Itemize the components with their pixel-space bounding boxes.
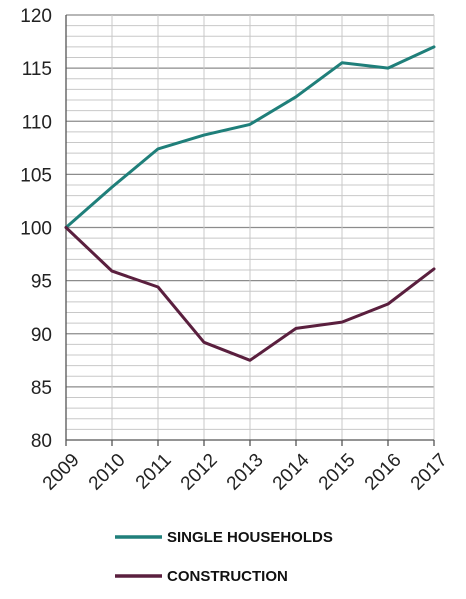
y-tick-label: 90: [31, 325, 52, 346]
x-tick-label: 2013: [223, 450, 268, 495]
x-tick-label: 2014: [269, 449, 314, 494]
y-tick-label: 105: [20, 165, 52, 186]
legend-label-0: SINGLE HOUSEHOLDS: [167, 529, 333, 546]
x-tick-label: 2017: [407, 450, 452, 495]
y-tick-label: 95: [31, 272, 52, 293]
legend: SINGLE HOUSEHOLDS CONSTRUCTION: [115, 529, 333, 585]
y-tick-label: 120: [20, 6, 52, 27]
x-tick-label: 2011: [132, 450, 176, 494]
y-tick-label: 85: [31, 378, 52, 399]
series-line-1: [64, 226, 436, 362]
legend-label-1: CONSTRUCTION: [167, 568, 288, 585]
x-tick-labels: 2009 2010 2011 2012 2013 2014 2015 2016 2017: [39, 449, 452, 494]
y-tick-labels: 80 85 90 95 100 105 110 115 120: [20, 6, 52, 452]
x-tick-label: 2015: [315, 450, 360, 495]
x-tick-label: 2016: [361, 450, 406, 495]
y-tick-label: 110: [22, 112, 52, 133]
x-tick-label: 2010: [85, 450, 130, 495]
x-tick-label: 2009: [39, 450, 84, 495]
y-tick-label: 80: [31, 431, 52, 452]
series-lines: [64, 45, 436, 362]
y-tick-label: 100: [20, 219, 52, 240]
series-line-0: [64, 45, 436, 229]
y-tick-label: 115: [22, 59, 52, 80]
gridlines: [66, 14, 435, 440]
x-tick-label: 2012: [177, 450, 222, 495]
